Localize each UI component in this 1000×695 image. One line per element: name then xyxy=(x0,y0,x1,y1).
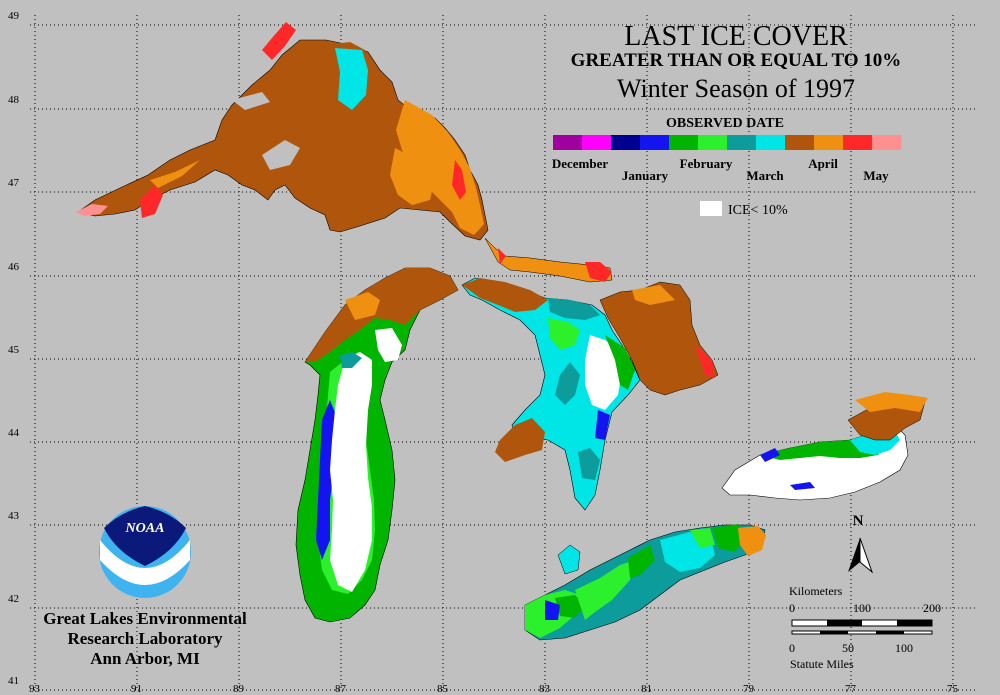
scale-km-label: Kilometers xyxy=(789,584,843,598)
season-label: Winter Season of 1997 xyxy=(617,74,855,103)
noaa-logo-text: NOAA xyxy=(125,521,165,536)
legend-swatch xyxy=(698,135,728,150)
lake-michigan xyxy=(295,267,459,623)
legend-swatch xyxy=(611,135,641,150)
legend-swatch xyxy=(669,135,699,150)
legend-swatch xyxy=(785,135,815,150)
lake-huron xyxy=(461,277,719,511)
scale-km-tick: 0 xyxy=(789,601,795,615)
legend-color-bar xyxy=(553,135,902,150)
legend-month-labels: December January February March April May xyxy=(552,156,889,183)
legend-month-label: February xyxy=(680,156,733,171)
legend-month-label: April xyxy=(808,156,838,171)
scale-mi-tick: 100 xyxy=(895,641,913,655)
legend-swatch xyxy=(872,135,902,150)
legend-swatch xyxy=(814,135,844,150)
graticule xyxy=(30,15,975,691)
legend-swatch xyxy=(727,135,757,150)
latitude-labels: 49 48 47 46 45 44 43 42 41 xyxy=(8,10,20,687)
longitude-label: 83 xyxy=(539,683,551,695)
longitude-label: 89 xyxy=(233,683,245,695)
ice-less-swatch xyxy=(700,201,722,216)
longitude-label: 87 xyxy=(335,683,347,695)
longitude-labels: 93 91 89 87 85 83 81 79 77 75 xyxy=(29,683,959,695)
latitude-label: 42 xyxy=(8,593,19,605)
north-channel xyxy=(484,237,613,283)
legend-swatch xyxy=(640,135,670,150)
latitude-label: 48 xyxy=(8,94,20,106)
legend-month-label: March xyxy=(746,168,784,183)
longitude-label: 79 xyxy=(743,683,755,695)
longitude-label: 93 xyxy=(29,683,41,695)
map-subtitle: GREATER THAN OR EQUAL TO 10% xyxy=(571,50,902,71)
scale-km-tick: 200 xyxy=(923,601,941,615)
legend-heading: OBSERVED DATE xyxy=(666,116,784,131)
map-title: LAST ICE COVER xyxy=(624,21,848,52)
longitude-label: 75 xyxy=(947,683,959,695)
north-label: N xyxy=(853,513,864,529)
scale-mi-label: Statute Miles xyxy=(790,657,854,671)
longitude-label: 85 xyxy=(437,683,449,695)
agency-line-1: Great Lakes Environmental xyxy=(43,609,247,628)
legend-month-label: May xyxy=(863,168,889,183)
latitude-label: 44 xyxy=(8,427,20,439)
latitude-label: 41 xyxy=(8,675,19,687)
agency-line-3: Ann Arbor, MI xyxy=(90,649,200,668)
longitude-label: 77 xyxy=(845,683,857,695)
scale-bar: Kilometers 0 100 200 0 50 100 Statute Miles xyxy=(789,584,941,671)
scale-km-tick: 100 xyxy=(853,601,871,615)
lake-erie xyxy=(524,524,766,641)
agency-line-2: Research Laboratory xyxy=(67,629,223,648)
legend-month-label: December xyxy=(552,156,609,171)
lake-superior xyxy=(76,22,489,241)
legend-swatch xyxy=(582,135,612,150)
legend-month-label: January xyxy=(622,168,669,183)
north-arrow: N xyxy=(848,513,874,574)
latitude-label: 45 xyxy=(8,344,20,356)
latitude-label: 46 xyxy=(8,261,20,273)
latitude-label: 49 xyxy=(8,10,20,22)
longitude-label: 91 xyxy=(131,683,142,695)
scale-mi-tick: 50 xyxy=(842,641,854,655)
legend-swatch xyxy=(756,135,786,150)
longitude-label: 81 xyxy=(641,683,652,695)
legend-swatch xyxy=(843,135,873,150)
latitude-label: 47 xyxy=(8,177,20,189)
latitude-label: 43 xyxy=(8,510,20,522)
ice-less-label: ICE< 10% xyxy=(728,203,788,218)
scale-mi-tick: 0 xyxy=(789,641,795,655)
legend-swatch xyxy=(553,135,583,150)
lake-ontario xyxy=(721,392,928,501)
noaa-logo: NOAA xyxy=(99,506,191,598)
